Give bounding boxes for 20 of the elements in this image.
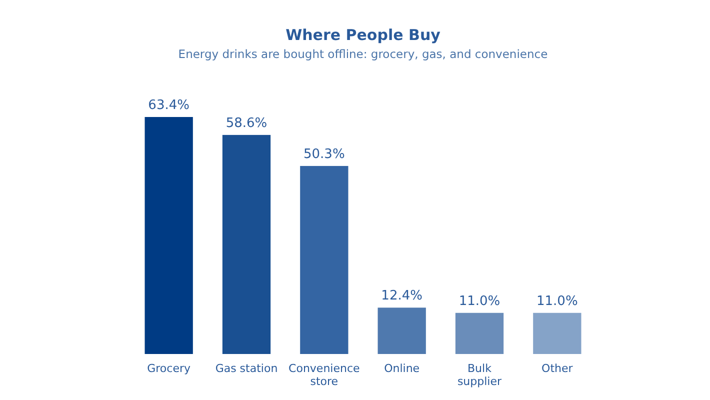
bar bbox=[300, 166, 348, 354]
data-label: 12.4% bbox=[381, 288, 422, 304]
bar bbox=[222, 134, 271, 354]
x-tick-label: Grocery bbox=[147, 362, 192, 375]
x-tick-label: Gas station bbox=[215, 362, 278, 375]
data-label: 50.3% bbox=[304, 146, 345, 162]
data-label: 11.0% bbox=[536, 294, 578, 309]
x-tick-label: Convenience store bbox=[288, 362, 360, 388]
data-label: 63.4% bbox=[148, 98, 190, 113]
data-label: 11.0% bbox=[458, 294, 500, 309]
bar bbox=[144, 117, 193, 354]
bar bbox=[533, 312, 582, 354]
x-tick-label: Bulk supplier bbox=[457, 362, 502, 388]
x-tick-label: Online bbox=[384, 362, 420, 375]
chart-subtitle: Energy drinks are bought offline: grocery, gas, and convenience bbox=[178, 47, 548, 61]
bar bbox=[378, 308, 426, 354]
x-tick-label: Other bbox=[542, 362, 574, 375]
data-label: 58.6% bbox=[226, 116, 268, 131]
chart-title: Where People Buy bbox=[286, 26, 441, 44]
bar bbox=[455, 312, 504, 354]
